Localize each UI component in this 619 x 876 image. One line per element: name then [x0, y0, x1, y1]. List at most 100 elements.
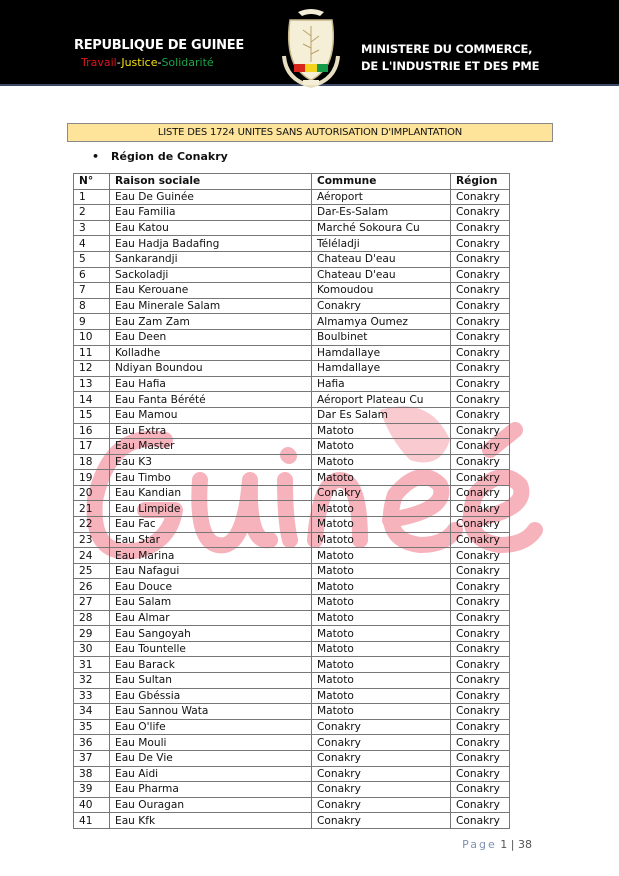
cell-number: 27 — [73, 594, 110, 611]
cell-number: 2 — [73, 204, 110, 221]
cell-raison-sociale: Eau Kerouane — [109, 282, 312, 299]
cell-region: Conakry — [450, 562, 510, 580]
cell-commune: Dar Es Salam — [311, 406, 451, 424]
cell-commune: Komoudou — [311, 282, 451, 299]
cell-commune: Matoto — [311, 500, 451, 518]
cell-number: 22 — [73, 516, 110, 533]
cell-raison-sociale: Eau De Vie — [109, 749, 312, 767]
national-motto: Travail-Justice-Solidarité — [81, 56, 214, 69]
cell-region: Conakry — [450, 609, 510, 627]
cell-number: 19 — [73, 469, 110, 486]
cell-raison-sociale: Eau Kfk — [109, 812, 312, 829]
cell-commune: Matoto — [311, 453, 451, 471]
cell-number: 14 — [73, 391, 110, 408]
cell-number: 39 — [73, 781, 110, 798]
page-number: 1 — [500, 838, 508, 851]
units-table: N° Raison sociale Commune Région 1 Eau De… — [73, 173, 510, 829]
cell-commune: Chateau D'eau — [311, 266, 451, 284]
ministry-line-1: MINISTERE DU COMMERCE, — [361, 42, 533, 56]
cell-number: 34 — [73, 703, 110, 720]
header-number: N° — [73, 173, 110, 190]
cell-commune: Hamdallaye — [311, 360, 451, 377]
cell-commune: Dar-Es-Salam — [311, 204, 451, 221]
cell-raison-sociale: Sankarandji — [109, 250, 312, 268]
cell-region: Conakry — [450, 453, 510, 471]
page-total: 38 — [518, 838, 532, 851]
cell-region: Conakry — [450, 360, 510, 377]
table-row: 15 Eau Mamou Dar Es Salam Conakry — [73, 406, 510, 424]
cell-number: 9 — [73, 313, 110, 330]
cell-raison-sociale: Eau Sannou Wata — [109, 703, 312, 720]
cell-commune: Conakry — [311, 812, 451, 829]
cell-raison-sociale: Eau Mamou — [109, 406, 312, 424]
cell-number: 23 — [73, 531, 110, 549]
cell-raison-sociale: Eau Deen — [109, 328, 312, 346]
cell-number: 7 — [73, 282, 110, 299]
table-row: 25 Eau Nafagui Matoto Conakry — [73, 562, 510, 580]
table-row: 41 Eau Kfk Conakry Conakry — [73, 812, 510, 829]
cell-raison-sociale: Eau Marina — [109, 547, 312, 564]
table-row: 28 Eau Almar Matoto Conakry — [73, 609, 510, 627]
cell-commune: Téléladji — [311, 235, 451, 252]
cell-raison-sociale: Eau Timbo — [109, 469, 312, 486]
cell-number: 41 — [73, 812, 110, 829]
cell-region: Conakry — [450, 204, 510, 221]
table-row: 26 Eau Douce Matoto Conakry — [73, 578, 510, 596]
table-row: 29 Eau Sangoyah Matoto Conakry — [73, 625, 510, 642]
header-raison-sociale: Raison sociale — [109, 173, 312, 190]
cell-region: Conakry — [450, 328, 510, 346]
motto-justice: Justice — [121, 56, 158, 69]
cell-number: 36 — [73, 734, 110, 751]
cell-region: Conakry — [450, 672, 510, 689]
cell-raison-sociale: Eau Almar — [109, 609, 312, 627]
cell-number: 15 — [73, 406, 110, 424]
cell-raison-sociale: Eau Ouragan — [109, 796, 312, 814]
cell-commune: Aéroport Plateau Cu — [311, 391, 451, 408]
cell-commune: Aéroport — [311, 188, 451, 206]
cell-region: Conakry — [450, 703, 510, 720]
cell-commune: Chateau D'eau — [311, 250, 451, 268]
cell-commune: Matoto — [311, 438, 451, 455]
table-row: 34 Eau Sannou Wata Matoto Conakry — [73, 703, 510, 720]
header-region: Région — [450, 173, 510, 190]
cell-commune: Matoto — [311, 656, 451, 673]
cell-region: Conakry — [450, 625, 510, 642]
cell-raison-sociale: Eau Aidi — [109, 765, 312, 783]
cell-region: Conakry — [450, 235, 510, 252]
cell-raison-sociale: Eau Hafia — [109, 375, 312, 393]
cell-commune: Matoto — [311, 625, 451, 642]
table-row: 40 Eau Ouragan Conakry Conakry — [73, 796, 510, 814]
cell-number: 16 — [73, 422, 110, 440]
cell-number: 33 — [73, 687, 110, 705]
cell-raison-sociale: Eau Douce — [109, 578, 312, 596]
table-row: 19 Eau Timbo Matoto Conakry — [73, 469, 510, 486]
cell-raison-sociale: Eau Katou — [109, 219, 312, 237]
table-row: 32 Eau Sultan Matoto Conakry — [73, 672, 510, 689]
table-row: 23 Eau Star Matoto Conakry — [73, 531, 510, 549]
cell-number: 8 — [73, 297, 110, 315]
cell-number: 37 — [73, 749, 110, 767]
cell-region: Conakry — [450, 422, 510, 440]
table-row: 17 Eau Master Matoto Conakry — [73, 438, 510, 455]
table-row: 18 Eau K3 Matoto Conakry — [73, 453, 510, 471]
cell-number: 18 — [73, 453, 110, 471]
cell-commune: Hafia — [311, 375, 451, 393]
cell-raison-sociale: Eau Kandian — [109, 484, 312, 502]
table-row: 11 Kolladhe Hamdallaye Conakry — [73, 344, 510, 362]
cell-commune: Matoto — [311, 687, 451, 705]
cell-commune: Conakry — [311, 749, 451, 767]
table-row: 31 Eau Barack Matoto Conakry — [73, 656, 510, 673]
cell-commune: Conakry — [311, 484, 451, 502]
cell-raison-sociale: Eau Limpide — [109, 500, 312, 518]
cell-raison-sociale: Eau Pharma — [109, 781, 312, 798]
table-row: 37 Eau De Vie Conakry Conakry — [73, 749, 510, 767]
table-row: 1 Eau De Guinée Aéroport Conakry — [73, 188, 510, 206]
cell-commune: Conakry — [311, 781, 451, 798]
table-row: 13 Eau Hafia Hafia Conakry — [73, 375, 510, 393]
cell-region: Conakry — [450, 516, 510, 533]
cell-number: 4 — [73, 235, 110, 252]
cell-commune: Matoto — [311, 531, 451, 549]
cell-number: 3 — [73, 219, 110, 237]
cell-commune: Matoto — [311, 672, 451, 689]
cell-raison-sociale: Eau O'life — [109, 718, 312, 736]
